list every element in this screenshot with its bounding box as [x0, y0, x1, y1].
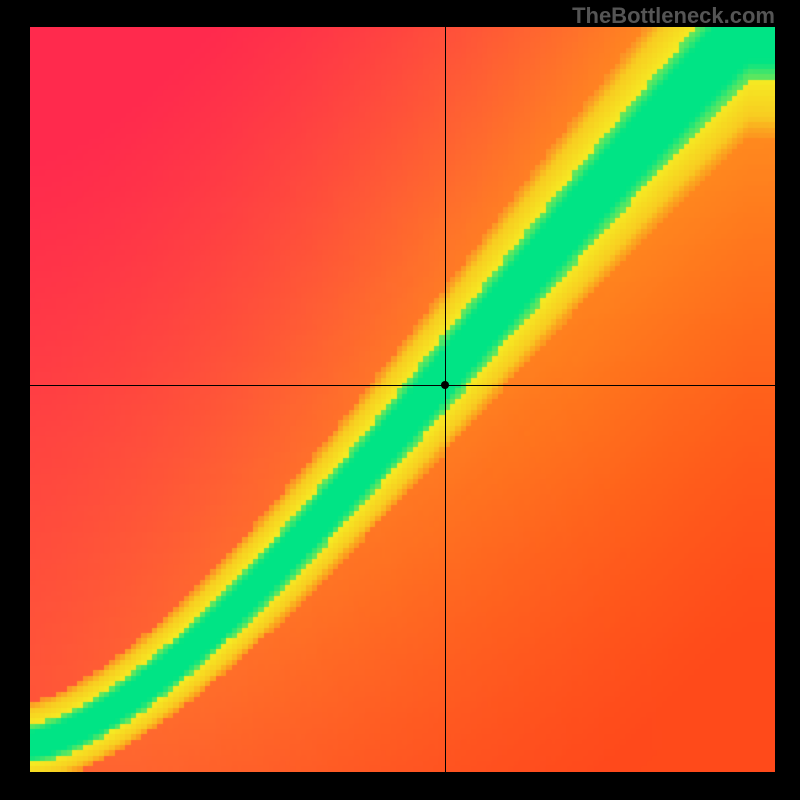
watermark-text: TheBottleneck.com: [572, 3, 775, 29]
crosshair-vertical: [445, 27, 446, 772]
plot-area: [30, 27, 775, 772]
chart-container: TheBottleneck.com: [0, 0, 800, 800]
crosshair-horizontal: [30, 385, 775, 386]
bottleneck-heatmap: [30, 27, 775, 772]
marker-dot: [441, 381, 449, 389]
